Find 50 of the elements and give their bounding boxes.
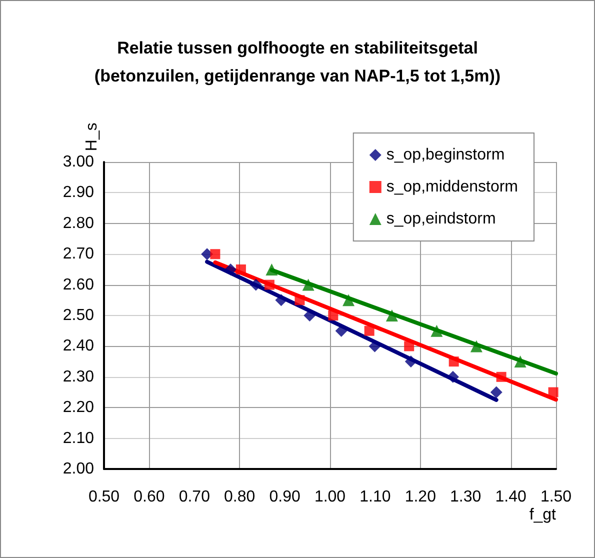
point [328,310,338,320]
y-tick-label: 2.50 [62,307,94,324]
point [448,356,459,367]
y-tick-label: 3.00 [62,154,94,170]
y-tick-label: 2.00 [62,460,94,478]
point [490,386,502,398]
y-tick-label: 2.70 [62,246,94,263]
point [386,310,398,322]
legend-label: s_op,beginstorm [386,146,505,164]
point [404,341,414,352]
legend-label: s_op,eindstorm [386,210,496,228]
point [294,295,305,306]
point [342,294,355,306]
legend-label: s_op,middenstorm [386,178,518,196]
y-axis-title: H_s [84,122,100,152]
point [514,356,526,368]
point [266,263,278,276]
x-tick-label: 1.20 [404,488,436,506]
point [210,249,220,260]
point [264,280,274,290]
x-tick-label: 1.40 [495,488,526,506]
point [275,294,288,306]
x-tick-label: 0.90 [269,488,300,506]
x-tick-label: 1.10 [360,488,391,506]
x-tick-label: 0.60 [134,488,165,506]
point [250,278,262,291]
y-tick-label: 2.80 [62,214,94,232]
x-tick-label: 0.70 [178,488,210,506]
point [470,340,482,352]
chart-title: Relatie tussen golfhoogte en stabiliteitsgetal (betonzuilen, getijdenrange van NAP-1,5 tot 1,5m)) [94,38,501,86]
x-tick-label: 1.00 [314,488,346,506]
point [236,264,246,274]
x-axis-title: f_gt [529,506,557,524]
point [496,372,506,382]
x-tick-label: 1.30 [450,488,482,506]
y-tick-label: 2.10 [62,430,94,447]
point [302,278,314,291]
point [404,356,417,368]
x-tick-label: 0.50 [88,488,120,506]
x-tick-label: 0.80 [224,488,256,506]
y-tick-label: 2.60 [62,276,94,294]
point [548,387,558,398]
y-tick-label: 2.90 [62,184,94,202]
y-tick-label: 2.40 [62,338,94,355]
point [430,324,443,337]
x-tick-label: 1.50 [540,488,572,506]
y-tick-label: 2.30 [62,368,94,386]
point [364,326,374,336]
point [224,263,237,276]
y-tick-label: 2.20 [62,399,94,416]
